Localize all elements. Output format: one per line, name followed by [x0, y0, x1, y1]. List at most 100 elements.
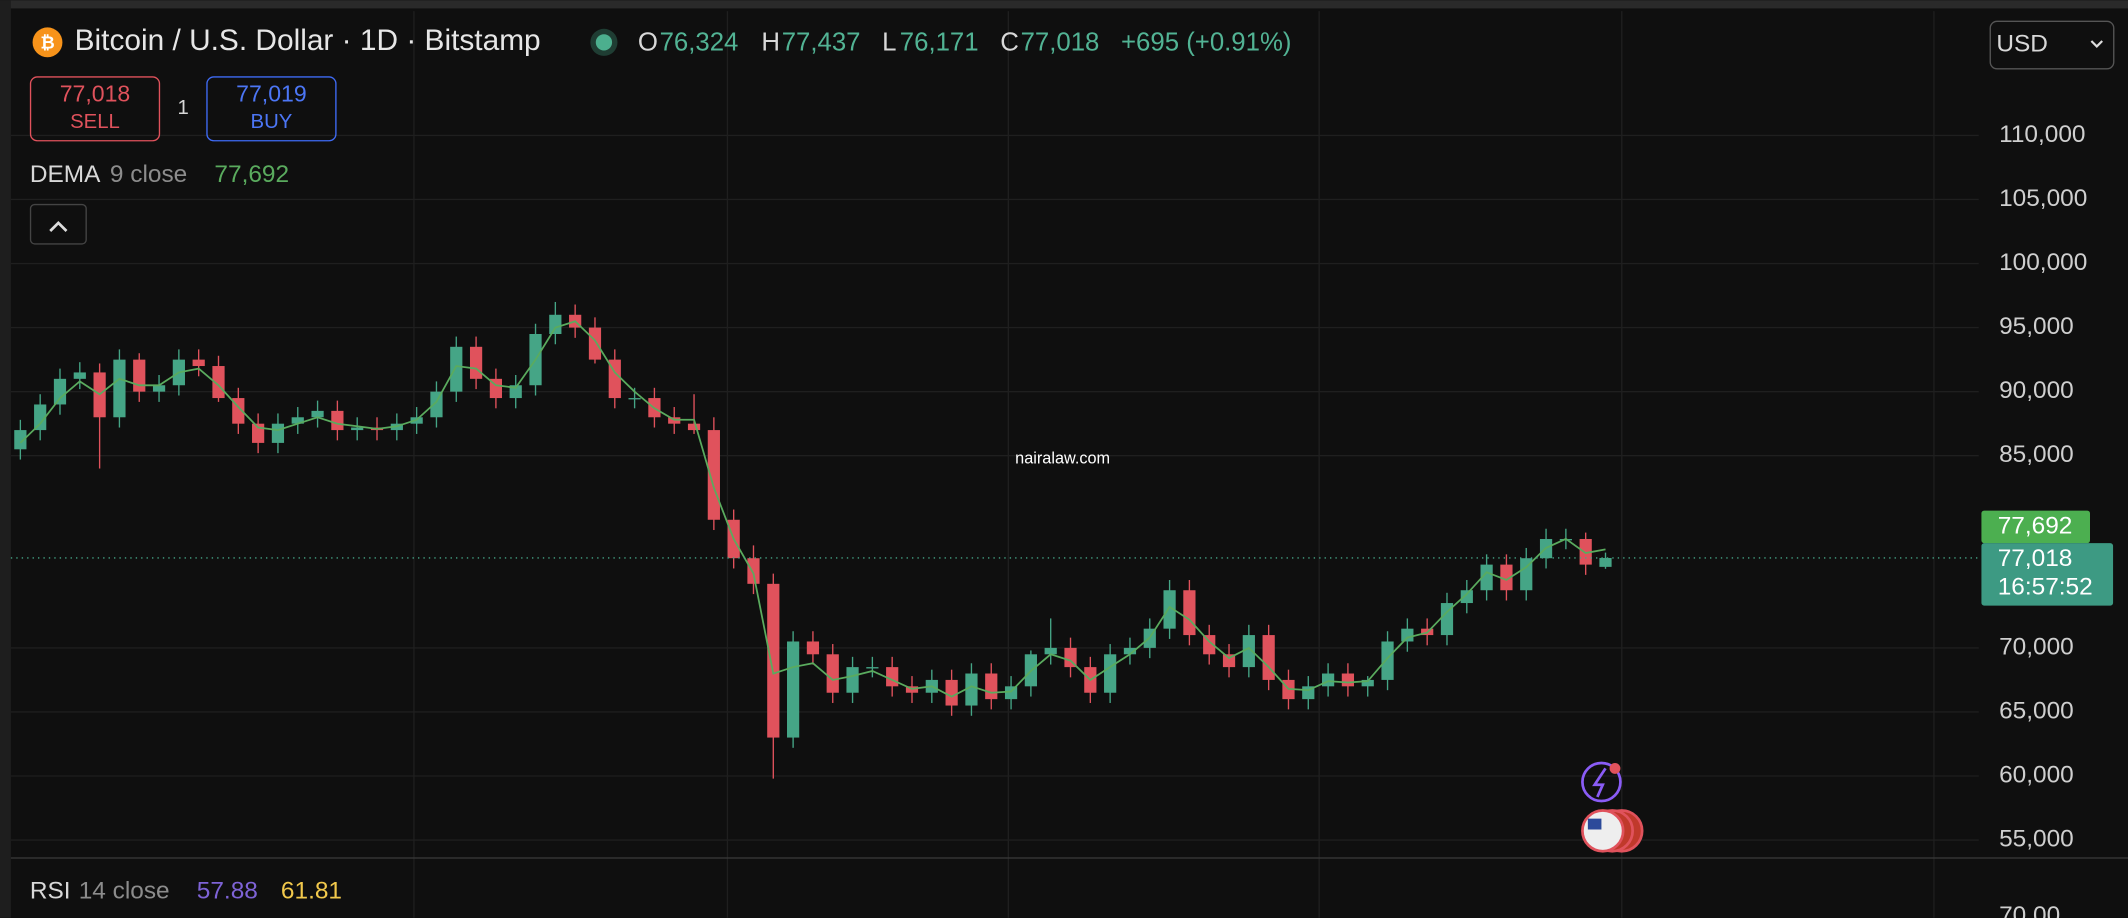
price-labels: 77,692 77,018 16:57:52 — [1981, 510, 2114, 606]
buy-button[interactable] — [206, 76, 337, 142]
y-tick-label: 110,000 — [1999, 121, 2085, 148]
candle-body — [1123, 647, 1137, 655]
candle-body — [1579, 538, 1592, 565]
candle-body — [767, 583, 780, 738]
candle-body — [351, 427, 364, 431]
candle-body — [1104, 654, 1117, 693]
candle-body — [1203, 635, 1216, 655]
symbol-title: Bitcoin / U.S. Dollar · 1D · Bitstamp — [75, 24, 541, 57]
candle-body — [806, 641, 820, 655]
collapse-button[interactable] — [29, 203, 87, 245]
candle-body — [1242, 635, 1255, 668]
y-tick-label: 60,000 — [1999, 761, 2074, 788]
candle-body — [311, 410, 324, 418]
watermark: nairalaw.com — [1015, 449, 1110, 467]
candle-body — [1460, 590, 1473, 604]
y-tick-label: 90,000 — [1999, 377, 2074, 404]
candle-body — [588, 327, 602, 360]
collapse-chevron — [49, 220, 68, 232]
candle-body — [113, 359, 126, 418]
candle-body — [271, 423, 285, 443]
btc-icon — [32, 27, 63, 58]
candle-body — [1064, 647, 1077, 668]
plot-area — [10, 134, 1979, 841]
candle-body — [212, 366, 225, 399]
flag-canton — [1587, 818, 1602, 830]
y-tick-label: 85,000 — [1999, 441, 2074, 468]
top-border — [0, 0, 2128, 9]
candle-body — [14, 430, 27, 450]
select-chevron — [2090, 40, 2103, 48]
left-border — [0, 0, 11, 918]
last-price: 77,018 — [1998, 545, 2073, 572]
btc-icon-glyph: ₿ — [40, 32, 54, 52]
quantity: 1 — [178, 97, 189, 119]
candle-body — [886, 667, 899, 687]
candle-body — [787, 641, 800, 738]
vertical-grid — [413, 11, 1935, 918]
y-tick-label: 55,000 — [1999, 826, 2074, 853]
candle-body — [608, 359, 621, 399]
indicator-name: DEMA — [30, 161, 101, 188]
event-icons — [1581, 761, 1644, 853]
buy-price: 77,019 — [236, 80, 307, 106]
countdown: 16:57:52 — [1998, 573, 2093, 600]
candle-body — [1262, 635, 1275, 680]
rsi-value: 57.88 — [197, 877, 258, 904]
candle-body — [1341, 673, 1355, 687]
notification-dot — [1609, 763, 1621, 774]
us-flag-icon — [1581, 809, 1625, 853]
candle-body — [549, 314, 562, 334]
ohlc-key: C — [1000, 29, 1019, 57]
candle-body — [1520, 558, 1533, 591]
rsi-params: 14 close — [79, 877, 170, 904]
candle-body — [747, 558, 760, 584]
candle-body — [866, 667, 879, 669]
candle-body — [945, 679, 958, 706]
dema-line — [19, 320, 1606, 698]
candle-body — [133, 359, 146, 392]
candle-body — [450, 346, 463, 392]
currency-select[interactable] — [1989, 20, 2115, 70]
sell-price: 77,018 — [60, 80, 131, 106]
ai-icon — [1581, 761, 1622, 803]
candle-body — [846, 667, 859, 693]
ohlc-key: H — [761, 29, 780, 57]
candle-body — [1044, 647, 1057, 655]
ohlc-value: 76,324 — [660, 29, 739, 57]
buy-label: BUY — [251, 111, 293, 133]
dema-price-tag — [1981, 510, 2090, 544]
candle-body — [1183, 590, 1196, 636]
candle-body — [628, 398, 641, 400]
y-tick-label: 70,000 — [1999, 633, 2074, 660]
status-dot — [595, 34, 613, 51]
dema-price: 77,692 — [1998, 512, 2073, 539]
candle-body — [1500, 564, 1513, 591]
indicator-params: 9 close — [110, 161, 187, 188]
candle-body — [826, 654, 839, 693]
candle-body — [34, 404, 47, 431]
sell-button[interactable] — [29, 76, 161, 142]
candle-body — [469, 346, 483, 379]
y-tick-label: 100,000 — [1999, 249, 2087, 276]
ohlc-value: 77,437 — [782, 29, 861, 57]
candle-body — [1599, 557, 1612, 567]
candle-body — [1163, 590, 1176, 629]
sell-label: SELL — [70, 111, 120, 133]
last-price-tag — [1981, 543, 2114, 606]
candle-body — [1321, 673, 1335, 687]
ohlc-value: 77,018 — [1021, 29, 1100, 57]
candle-body — [509, 385, 522, 399]
ohlc-value: 76,171 — [900, 29, 979, 57]
candle-body — [687, 423, 701, 431]
ohlc-key: L — [882, 29, 896, 57]
currency: USD — [1996, 31, 2048, 58]
y-tick-label: 65,000 — [1999, 697, 2074, 724]
ai-bolt — [1592, 767, 1607, 798]
candle-body — [1381, 641, 1394, 680]
candle-body — [291, 417, 304, 424]
candle-body — [1480, 564, 1493, 591]
ohlc-key: O — [638, 29, 658, 57]
